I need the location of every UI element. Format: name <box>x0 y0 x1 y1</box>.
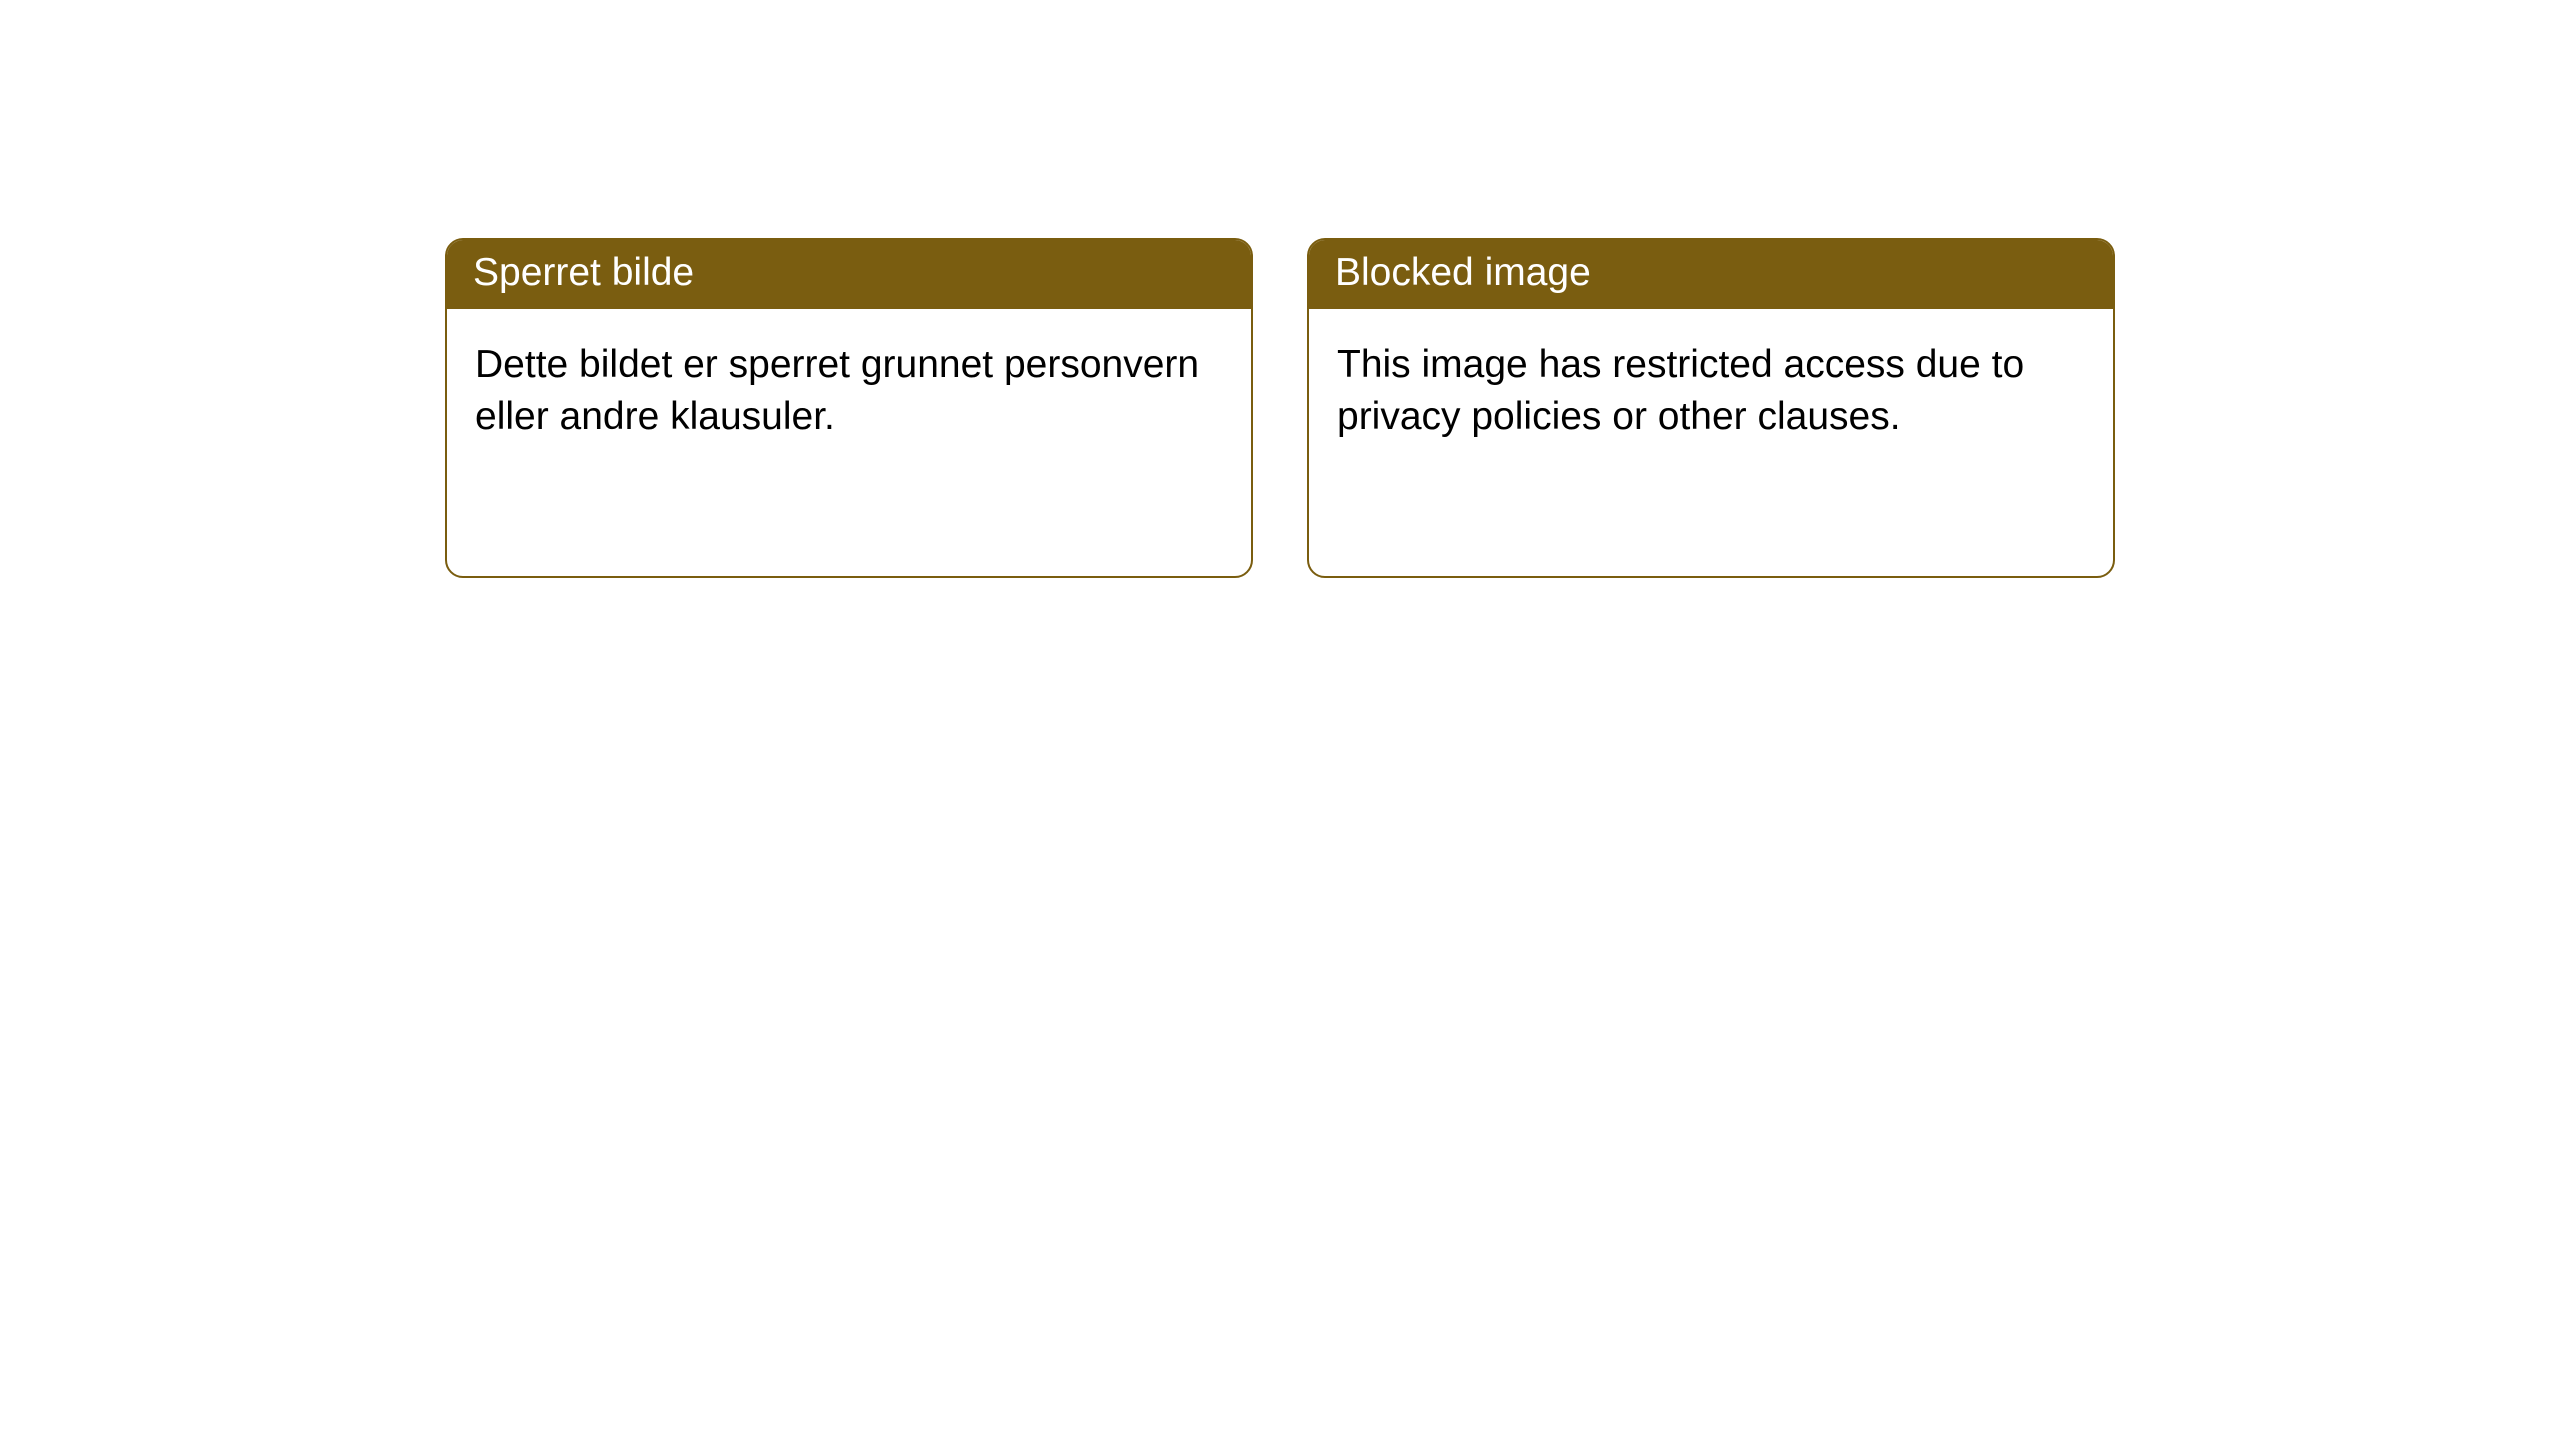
card-body-english: This image has restricted access due to … <box>1309 309 2113 474</box>
card-title-norwegian: Sperret bilde <box>447 240 1251 309</box>
card-body-norwegian: Dette bildet er sperret grunnet personve… <box>447 309 1251 474</box>
blocked-image-card-norwegian: Sperret bilde Dette bildet er sperret gr… <box>445 238 1253 578</box>
blocked-image-card-english: Blocked image This image has restricted … <box>1307 238 2115 578</box>
card-title-english: Blocked image <box>1309 240 2113 309</box>
notice-container: Sperret bilde Dette bildet er sperret gr… <box>0 0 2560 578</box>
